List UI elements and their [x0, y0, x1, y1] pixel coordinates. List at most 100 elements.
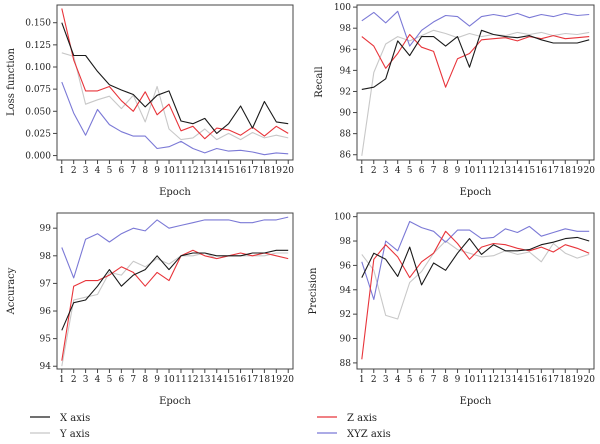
x-tick-label: 6: [419, 166, 425, 176]
x-tick-label: 7: [130, 375, 136, 385]
x-tick-label: 20: [283, 166, 295, 176]
y-axis-label: Loss function: [6, 47, 17, 116]
legend-label: Y axis: [59, 429, 90, 440]
series-line-x-axis: [61, 22, 289, 134]
x-tick-label: 9: [455, 375, 461, 385]
x-tick-label: 18: [259, 375, 271, 385]
series-line-x-axis: [361, 29, 590, 90]
y-tick-label: 99: [40, 224, 52, 234]
x-tick-label: 15: [524, 166, 536, 176]
y-tick-label: 90: [340, 109, 352, 119]
x-tick-label: 5: [407, 166, 413, 176]
y-tick-label: 0.100: [25, 63, 51, 73]
y-tick-label: 98: [40, 252, 52, 262]
y-tick-label: 96: [340, 45, 352, 55]
y-tick-label: 0.050: [25, 107, 51, 117]
x-tick-label: 14: [211, 375, 223, 385]
x-tick-label: 18: [259, 166, 271, 176]
x-tick-label: 13: [500, 375, 512, 385]
y-tick-label: 88: [340, 359, 352, 369]
legend-item-z-axis: Z axis: [317, 413, 377, 424]
legend-label: X axis: [60, 413, 90, 424]
x-tick-label: 16: [235, 375, 247, 385]
x-tick-label: 14: [512, 166, 524, 176]
series-line-xyz-axis: [61, 81, 289, 156]
y-tick-label: 0.125: [25, 41, 51, 51]
x-tick-label: 15: [524, 375, 536, 385]
x-tick-label: 10: [464, 375, 476, 385]
x-tick-label: 7: [431, 375, 437, 385]
x-tick-label: 1: [59, 375, 65, 385]
x-tick-label: 17: [247, 166, 259, 176]
legend: X axis Z axis Y axis XYZ axis: [30, 413, 391, 440]
y-tick-label: 0.150: [25, 19, 51, 29]
x-tick-label: 4: [95, 375, 101, 385]
x-tick-label: 1: [359, 375, 365, 385]
x-tick-label: 4: [395, 375, 401, 385]
x-tick-label: 6: [118, 375, 124, 385]
x-tick-label: 15: [223, 375, 235, 385]
x-tick-label: 16: [536, 375, 548, 385]
x-tick-label: 5: [107, 166, 113, 176]
x-tick-label: 13: [199, 166, 211, 176]
x-tick-label: 1: [359, 166, 365, 176]
x-tick-label: 12: [187, 375, 198, 385]
series-line-xyz-axis: [361, 10, 590, 47]
legend-label: Z axis: [347, 413, 377, 424]
y-tick-label: 0.025: [25, 129, 51, 139]
x-tick-label: 4: [395, 166, 401, 176]
y-tick-label: 96: [340, 261, 352, 271]
x-axis-label: Epoch: [460, 187, 492, 198]
x-tick-label: 9: [154, 166, 160, 176]
x-tick-label: 11: [476, 375, 487, 385]
plot-frame: [56, 212, 294, 370]
series-line-y-axis: [361, 29, 590, 156]
x-tick-label: 19: [572, 166, 584, 176]
series-line-y-axis: [361, 240, 590, 320]
x-tick-label: 19: [271, 375, 283, 385]
x-tick-label: 7: [130, 166, 136, 176]
y-tick-label: 96: [40, 307, 52, 317]
x-tick-label: 3: [383, 166, 389, 176]
y-tick-label: 97: [40, 279, 52, 289]
y-tick-label: 92: [340, 310, 351, 320]
y-tick-label: 98: [340, 237, 352, 247]
x-tick-label: 9: [154, 375, 160, 385]
x-tick-label: 13: [500, 166, 512, 176]
x-tick-label: 8: [443, 375, 449, 385]
x-tick-label: 5: [107, 375, 113, 385]
series-line-xyz-axis: [61, 216, 289, 279]
x-tick-label: 6: [419, 375, 425, 385]
y-axis-label: Precision: [308, 267, 319, 315]
x-tick-label: 10: [163, 375, 175, 385]
y-tick-label: 88: [340, 130, 352, 140]
x-tick-label: 19: [271, 166, 283, 176]
series-line-x-axis: [361, 236, 590, 286]
x-tick-label: 12: [488, 375, 499, 385]
x-tick-label: 20: [583, 166, 595, 176]
series-line-x-axis: [61, 249, 289, 331]
y-tick-label: 0.000: [25, 152, 51, 162]
y-axis-label: Recall: [314, 66, 325, 97]
series-line-y-axis: [61, 252, 289, 367]
plot-frame: [356, 4, 595, 161]
x-tick-label: 16: [235, 166, 247, 176]
x-tick-label: 8: [142, 166, 148, 176]
y-axis-label: Accuracy: [6, 267, 17, 315]
x-tick-label: 7: [431, 166, 437, 176]
x-tick-label: 2: [71, 375, 77, 385]
x-tick-label: 11: [476, 166, 487, 176]
x-axis-label: Epoch: [159, 396, 191, 407]
x-tick-label: 2: [371, 375, 377, 385]
x-tick-label: 18: [560, 166, 572, 176]
x-tick-label: 18: [560, 375, 572, 385]
y-tick-label: 94: [40, 362, 52, 372]
x-tick-label: 6: [118, 166, 124, 176]
series-line-xyz-axis: [361, 220, 590, 301]
series-line-z-axis: [61, 249, 289, 361]
y-tick-label: 94: [340, 66, 352, 76]
